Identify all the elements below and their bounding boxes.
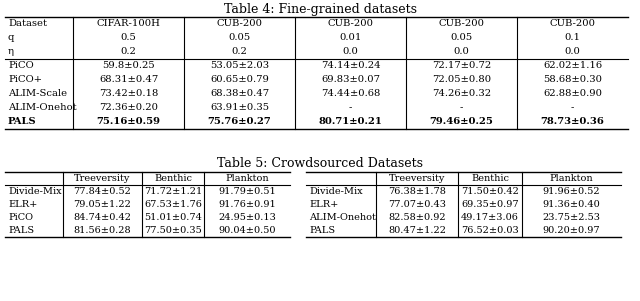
- Text: 23.75±2.53: 23.75±2.53: [543, 213, 600, 222]
- Text: 24.95±0.13: 24.95±0.13: [218, 213, 276, 222]
- Text: 77.50±0.35: 77.50±0.35: [144, 226, 202, 235]
- Text: 75.76±0.27: 75.76±0.27: [207, 117, 271, 126]
- Text: CUB-200: CUB-200: [438, 20, 484, 29]
- Text: 91.36±0.40: 91.36±0.40: [543, 200, 600, 209]
- Text: 51.01±0.74: 51.01±0.74: [144, 213, 202, 222]
- Text: q: q: [8, 33, 14, 42]
- Text: 0.0: 0.0: [342, 48, 358, 57]
- Text: -: -: [571, 104, 574, 113]
- Text: Plankton: Plankton: [225, 174, 269, 183]
- Text: CIFAR-100H: CIFAR-100H: [97, 20, 161, 29]
- Text: 80.47±1.22: 80.47±1.22: [388, 226, 446, 235]
- Text: 63.91±0.35: 63.91±0.35: [210, 104, 269, 113]
- Text: 62.88±0.90: 62.88±0.90: [543, 89, 602, 98]
- Text: Benthic: Benthic: [471, 174, 509, 183]
- Text: 80.71±0.21: 80.71±0.21: [319, 117, 383, 126]
- Text: Treeversity: Treeversity: [389, 174, 445, 183]
- Text: 74.26±0.32: 74.26±0.32: [432, 89, 491, 98]
- Text: 90.20±0.97: 90.20±0.97: [543, 226, 600, 235]
- Text: 79.46±0.25: 79.46±0.25: [429, 117, 493, 126]
- Text: Divide-Mix: Divide-Mix: [309, 187, 363, 196]
- Text: PALS: PALS: [8, 226, 34, 235]
- Text: 91.96±0.52: 91.96±0.52: [543, 187, 600, 196]
- Text: 68.38±0.47: 68.38±0.47: [210, 89, 269, 98]
- Text: CUB-200: CUB-200: [216, 20, 262, 29]
- Text: PiCO: PiCO: [8, 213, 33, 222]
- Text: 72.05±0.80: 72.05±0.80: [432, 76, 491, 85]
- Text: ALIM-Onehot: ALIM-Onehot: [309, 213, 376, 222]
- Text: 77.07±0.43: 77.07±0.43: [388, 200, 446, 209]
- Text: CUB-200: CUB-200: [550, 20, 595, 29]
- Text: 0.5: 0.5: [120, 33, 136, 42]
- Text: 59.8±0.25: 59.8±0.25: [102, 61, 155, 70]
- Text: 62.02±1.16: 62.02±1.16: [543, 61, 602, 70]
- Text: -: -: [349, 104, 352, 113]
- Text: CUB-200: CUB-200: [328, 20, 374, 29]
- Text: η: η: [8, 48, 14, 57]
- Text: Plankton: Plankton: [550, 174, 593, 183]
- Text: Dataset: Dataset: [8, 20, 47, 29]
- Text: 0.2: 0.2: [120, 48, 136, 57]
- Text: 74.14±0.24: 74.14±0.24: [321, 61, 380, 70]
- Text: 74.44±0.68: 74.44±0.68: [321, 89, 380, 98]
- Text: ELR+: ELR+: [8, 200, 37, 209]
- Text: PALS: PALS: [309, 226, 335, 235]
- Text: Table 5: Crowdsourced Datasets: Table 5: Crowdsourced Datasets: [217, 157, 423, 170]
- Text: Table 4: Fine-grained datasets: Table 4: Fine-grained datasets: [223, 3, 417, 16]
- Text: 0.1: 0.1: [564, 33, 580, 42]
- Text: ALIM-Scale: ALIM-Scale: [8, 89, 67, 98]
- Text: 72.17±0.72: 72.17±0.72: [432, 61, 491, 70]
- Text: 71.50±0.42: 71.50±0.42: [461, 187, 519, 196]
- Text: 0.0: 0.0: [454, 48, 469, 57]
- Text: ELR+: ELR+: [309, 200, 339, 209]
- Text: 90.04±0.50: 90.04±0.50: [218, 226, 276, 235]
- Text: 91.79±0.51: 91.79±0.51: [218, 187, 276, 196]
- Text: 79.05±1.22: 79.05±1.22: [74, 200, 131, 209]
- Text: 49.17±3.06: 49.17±3.06: [461, 213, 519, 222]
- Text: 81.56±0.28: 81.56±0.28: [74, 226, 131, 235]
- Text: 84.74±0.42: 84.74±0.42: [74, 213, 131, 222]
- Text: 75.16±0.59: 75.16±0.59: [97, 117, 161, 126]
- Text: PiCO+: PiCO+: [8, 76, 42, 85]
- Text: 72.36±0.20: 72.36±0.20: [99, 104, 158, 113]
- Text: 0.2: 0.2: [232, 48, 248, 57]
- Text: 68.31±0.47: 68.31±0.47: [99, 76, 158, 85]
- Text: 0.01: 0.01: [339, 33, 362, 42]
- Text: 69.35±0.97: 69.35±0.97: [461, 200, 519, 209]
- Text: Benthic: Benthic: [154, 174, 192, 183]
- Text: 71.72±1.21: 71.72±1.21: [144, 187, 202, 196]
- Text: 78.73±0.36: 78.73±0.36: [541, 117, 604, 126]
- Text: 77.84±0.52: 77.84±0.52: [74, 187, 131, 196]
- Text: 73.42±0.18: 73.42±0.18: [99, 89, 158, 98]
- Text: 69.83±0.07: 69.83±0.07: [321, 76, 380, 85]
- Text: PiCO: PiCO: [8, 61, 34, 70]
- Text: 0.05: 0.05: [228, 33, 251, 42]
- Text: 76.38±1.78: 76.38±1.78: [388, 187, 446, 196]
- Text: 67.53±1.76: 67.53±1.76: [144, 200, 202, 209]
- Text: -: -: [460, 104, 463, 113]
- Text: PALS: PALS: [8, 117, 36, 126]
- Text: 60.65±0.79: 60.65±0.79: [210, 76, 269, 85]
- Text: 0.05: 0.05: [451, 33, 472, 42]
- Text: Treeversity: Treeversity: [74, 174, 131, 183]
- Text: 0.0: 0.0: [564, 48, 580, 57]
- Text: 58.68±0.30: 58.68±0.30: [543, 76, 602, 85]
- Text: 53.05±2.03: 53.05±2.03: [210, 61, 269, 70]
- Text: 91.76±0.91: 91.76±0.91: [218, 200, 276, 209]
- Text: Divide-Mix: Divide-Mix: [8, 187, 61, 196]
- Text: 82.58±0.92: 82.58±0.92: [388, 213, 446, 222]
- Text: 76.52±0.03: 76.52±0.03: [461, 226, 519, 235]
- Text: ALIM-Onehot: ALIM-Onehot: [8, 104, 77, 113]
